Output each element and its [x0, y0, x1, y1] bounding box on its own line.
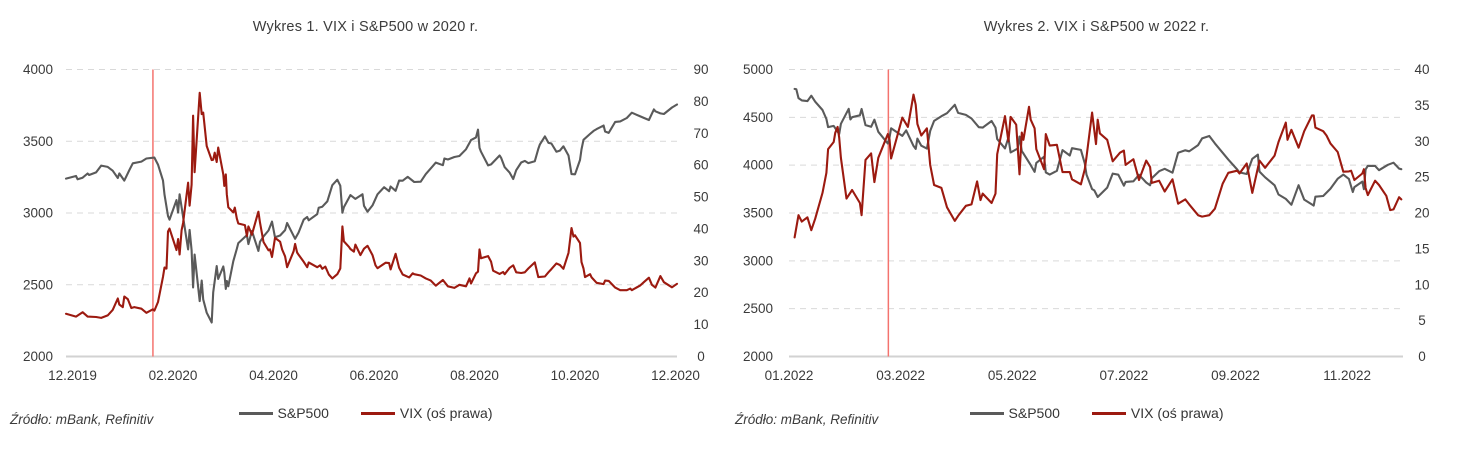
chart-legend: S&P500 VIX (oś prawa)	[0, 403, 731, 423]
y-axis-tick-label-right: 0	[1418, 349, 1426, 364]
series-line-sp500	[64, 103, 679, 324]
x-axis-tick-label: 07.2022	[1100, 368, 1149, 383]
y-axis-tick-label-left: 3000	[743, 253, 773, 268]
y-axis-tick-label-left: 2000	[743, 349, 773, 364]
y-axis-tick-label-right: 30	[1414, 134, 1429, 149]
x-axis-tick-label: 12.2019	[48, 368, 97, 383]
chart-vix-sp500-2020: Wykres 1. VIX i S&P500 w 2020 r. 2000 250…	[0, 19, 731, 427]
y-axis-tick-label-right: 90	[693, 62, 708, 77]
chart-vix-sp500-2022: Wykres 2. VIX i S&P500 w 2022 r. 2000 250…	[731, 0, 1462, 463]
legend-label-sp500: S&P500	[1008, 405, 1060, 421]
legend-item-sp500: S&P500	[238, 405, 329, 421]
legend-label-sp500: S&P500	[277, 405, 329, 421]
chart-plot-area: 2000 2500 3000 3500 4000 0 10 20 30 40 50 60 70 80 90 1…	[23, 62, 709, 383]
y-axis-tick-label-right: 10	[693, 317, 708, 332]
y-axis-tick-label-left: 3500	[23, 134, 53, 149]
legend-item-vix: VIX (oś prawa)	[360, 405, 493, 421]
y-axis-tick-label-right: 10	[1414, 277, 1429, 292]
legend-line-swatch-sp500	[969, 411, 1004, 415]
x-axis-tick-label: 09.2022	[1211, 368, 1260, 383]
x-axis-tick-label: 01.2022	[765, 368, 814, 383]
legend-label-vix: VIX (oś prawa)	[399, 405, 493, 421]
x-axis-tick-label: 02.2020	[149, 368, 198, 383]
series-line-vix	[64, 91, 679, 319]
y-axis-tick-label-left: 2500	[743, 301, 773, 316]
legend-line-swatch-sp500	[238, 411, 273, 415]
y-axis-tick-label-right: 20	[1414, 206, 1429, 221]
y-axis-tick-label-left: 2000	[23, 349, 53, 364]
series-line-sp500	[793, 87, 1403, 207]
y-axis-tick-label-left: 4500	[743, 110, 773, 125]
y-axis-tick-label-left: 2500	[23, 277, 53, 292]
y-axis-tick-label-right: 20	[693, 285, 708, 300]
y-axis-tick-label-right: 5	[1418, 313, 1426, 328]
chart-plot-area: 2000 2500 3000 3500 4000 4500 5000 0 5 10 15 20 25 30…	[743, 62, 1430, 383]
y-axis-tick-label-right: 35	[1414, 98, 1429, 113]
series-line-vix	[793, 93, 1403, 239]
legend-label-vix: VIX (oś prawa)	[1130, 405, 1224, 421]
source-note: Źródło: mBank, Refinitiv	[10, 412, 154, 427]
y-axis-tick-label-left: 4000	[23, 62, 53, 77]
y-axis-tick-label-right: 40	[1414, 62, 1429, 77]
y-axis-tick-label-right: 25	[1414, 170, 1429, 185]
legend-item-vix: VIX (oś prawa)	[1091, 405, 1224, 421]
x-axis-tick-label: 11.2022	[1323, 368, 1371, 383]
x-axis-tick-label: 08.2020	[450, 368, 499, 383]
y-axis-tick-label-right: 60	[693, 158, 708, 173]
y-axis-tick-label-right: 80	[693, 94, 708, 109]
source-note: Źródło: mBank, Refinitiv	[735, 412, 879, 427]
y-axis-tick-label-right: 50	[693, 190, 708, 205]
chart-legend: S&P500 VIX (oś prawa)	[731, 403, 1462, 423]
x-axis-tick-label: 04.2020	[249, 368, 298, 383]
legend-line-swatch-vix	[360, 411, 395, 415]
y-axis-tick-label-left: 3000	[23, 206, 53, 221]
chart-title: Wykres 1. VIX i S&P500 w 2020 r.	[252, 19, 479, 35]
y-axis-tick-label-left: 3500	[743, 206, 773, 221]
x-axis-tick-label: 12.2020	[651, 368, 700, 383]
x-axis-tick-label: 05.2022	[988, 368, 1037, 383]
y-axis-tick-label-right: 30	[693, 253, 708, 268]
y-axis-tick-label-right: 15	[1414, 241, 1429, 256]
y-axis-tick-label-left: 4000	[743, 158, 773, 173]
x-axis-tick-label: 03.2022	[876, 368, 925, 383]
chart-title: Wykres 2. VIX i S&P500 w 2022 r.	[983, 19, 1210, 35]
y-axis-tick-label-right: 0	[697, 349, 705, 364]
legend-line-swatch-vix	[1091, 411, 1126, 415]
x-axis-tick-label: 06.2020	[350, 368, 399, 383]
y-axis-tick-label-right: 70	[693, 126, 708, 141]
x-axis-tick-label: 10.2020	[551, 368, 600, 383]
y-axis-tick-label-left: 5000	[743, 62, 773, 77]
legend-item-sp500: S&P500	[969, 405, 1060, 421]
y-axis-tick-label-right: 40	[693, 221, 708, 236]
